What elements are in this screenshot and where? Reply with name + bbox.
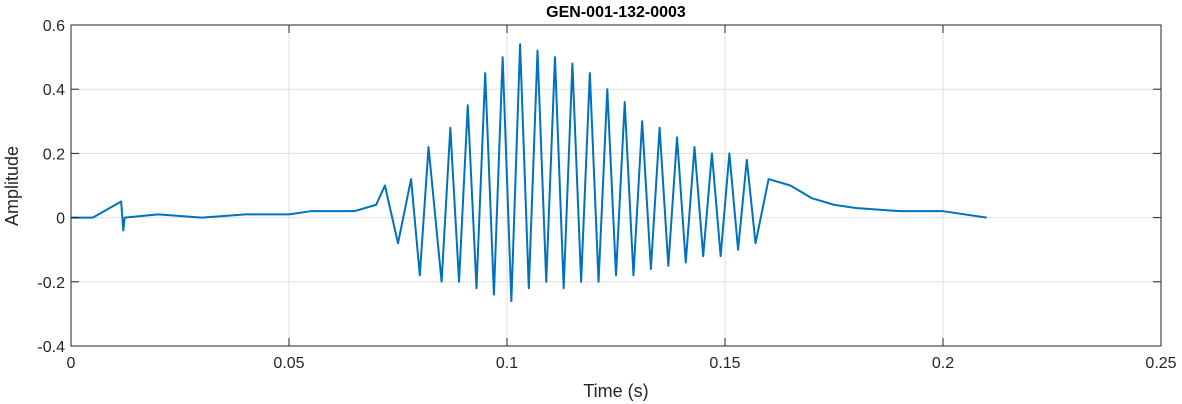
axes-box: [70, 24, 1162, 347]
x-tick-label: 0.05: [273, 355, 304, 372]
y-tick-label: 0.2: [43, 146, 65, 163]
x-tick-label: 0.2: [932, 355, 954, 372]
x-tick-label: 0.15: [709, 355, 740, 372]
chart-title: GEN-001-132-0003: [546, 4, 686, 21]
signal-line: [71, 43, 987, 303]
x-tick-label: 0.25: [1145, 355, 1176, 372]
x-tick-label: 0: [67, 355, 76, 372]
x-tick-label: 0.1: [496, 355, 518, 372]
grid-layer: [70, 24, 1162, 347]
x-axis-title: Time (s): [583, 381, 648, 401]
y-tick-label: 0.6: [43, 18, 65, 35]
y-tick-label: -0.2: [37, 275, 65, 292]
tick-layer: 0 0.05 0.1 0.15 0.2 0.25 -0.4 -0.2 0 0.2 0.4 0.6: [37, 18, 1176, 372]
y-tick-label: -0.4: [37, 339, 65, 356]
y-tick-label: 0: [56, 211, 65, 228]
y-tick-label: 0.4: [43, 82, 65, 99]
signal-line-layer: [71, 43, 987, 303]
y-axis-title: Amplitude: [2, 146, 22, 226]
